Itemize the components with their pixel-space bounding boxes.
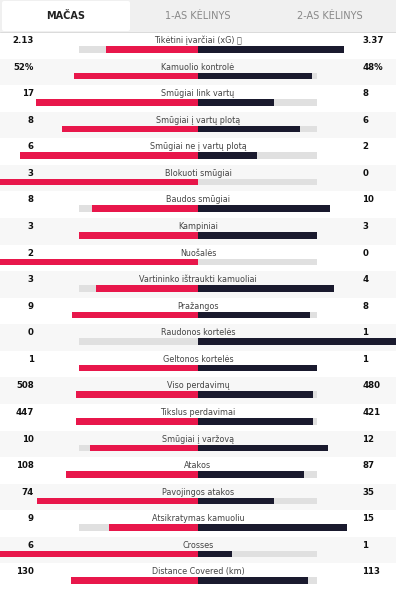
Text: 87: 87 [362, 461, 375, 470]
Text: Vartininko ištraukti kamuoliai: Vartininko ištraukti kamuoliai [139, 275, 257, 284]
Text: Baudos smūgiai: Baudos smūgiai [166, 195, 230, 204]
Text: 4: 4 [362, 275, 368, 284]
Text: 113: 113 [362, 568, 380, 576]
Text: 6: 6 [28, 541, 34, 550]
Text: Nuošalės: Nuošalės [180, 248, 216, 258]
Text: 0: 0 [362, 169, 368, 178]
Text: 6: 6 [28, 142, 34, 151]
Text: Kampiniai: Kampiniai [178, 222, 218, 231]
Text: 1: 1 [362, 355, 368, 364]
Text: 10: 10 [22, 435, 34, 444]
Text: Crosses: Crosses [183, 541, 213, 550]
Text: 3: 3 [28, 275, 34, 284]
Text: 447: 447 [15, 408, 34, 417]
Text: 1: 1 [28, 355, 34, 364]
Text: 0: 0 [362, 248, 368, 258]
Text: Viso perdavimų: Viso perdavimų [167, 381, 229, 391]
Text: 9: 9 [28, 301, 34, 311]
Text: 9: 9 [28, 514, 34, 523]
Text: 17: 17 [21, 89, 34, 98]
Text: 48%: 48% [362, 63, 383, 71]
Text: 2: 2 [362, 142, 368, 151]
Text: Blokuoti smūgiai: Blokuoti smūgiai [165, 169, 231, 178]
Text: 3: 3 [362, 222, 368, 231]
Text: 6: 6 [362, 116, 368, 124]
Text: 108: 108 [16, 461, 34, 470]
Text: 0: 0 [28, 328, 34, 337]
Text: Kamuolio kontrolė: Kamuolio kontrolė [162, 63, 234, 71]
Text: 52%: 52% [13, 63, 34, 71]
Text: 1-AS KĖLINYS: 1-AS KĖLINYS [165, 11, 231, 21]
Text: Smūgiai į varžovą: Smūgiai į varžovą [162, 435, 234, 444]
Text: 8: 8 [28, 195, 34, 204]
Text: 10: 10 [362, 195, 374, 204]
Text: Tikslus perdavimai: Tikslus perdavimai [160, 408, 236, 417]
Text: 130: 130 [16, 568, 34, 576]
Text: Smūgiai ne į vartų plotą: Smūgiai ne į vartų plotą [150, 142, 246, 151]
FancyBboxPatch shape [2, 1, 130, 31]
Text: 3: 3 [28, 222, 34, 231]
Text: Geltonos kortelės: Geltonos kortelės [163, 355, 233, 364]
Text: Pražangos: Pražangos [177, 301, 219, 311]
Text: 35: 35 [362, 488, 374, 497]
Text: Raudonos kortelės: Raudonos kortelės [161, 328, 235, 337]
Text: 480: 480 [362, 381, 380, 391]
Text: 2: 2 [28, 248, 34, 258]
Text: Smūgiai į vartų plotą: Smūgiai į vartų plotą [156, 116, 240, 124]
Text: 2-AS KĖLINYS: 2-AS KĖLINYS [297, 11, 363, 21]
Text: 3: 3 [28, 169, 34, 178]
Text: 1: 1 [362, 328, 368, 337]
Text: Atsikratymas kamuoliu: Atsikratymas kamuoliu [152, 514, 244, 523]
Text: 15: 15 [362, 514, 374, 523]
Text: 508: 508 [16, 381, 34, 391]
Text: 12: 12 [362, 435, 374, 444]
Text: Atakos: Atakos [185, 461, 211, 470]
Text: 8: 8 [362, 301, 368, 311]
Text: Smūgiai link vartų: Smūgiai link vartų [162, 89, 234, 98]
Text: 74: 74 [21, 488, 34, 497]
Text: 2.13: 2.13 [12, 36, 34, 45]
Text: 8: 8 [362, 89, 368, 98]
Text: 3.37: 3.37 [362, 36, 384, 45]
Text: 421: 421 [362, 408, 381, 417]
Text: 8: 8 [28, 116, 34, 124]
Text: Pavojingos atakos: Pavojingos atakos [162, 488, 234, 497]
Text: 1: 1 [362, 541, 368, 550]
Text: Tikėtini įvarčiai (xG) ⓘ: Tikėtini įvarčiai (xG) ⓘ [154, 36, 242, 45]
Text: Distance Covered (km): Distance Covered (km) [152, 568, 244, 576]
Text: MAČAS: MAČAS [46, 11, 86, 21]
